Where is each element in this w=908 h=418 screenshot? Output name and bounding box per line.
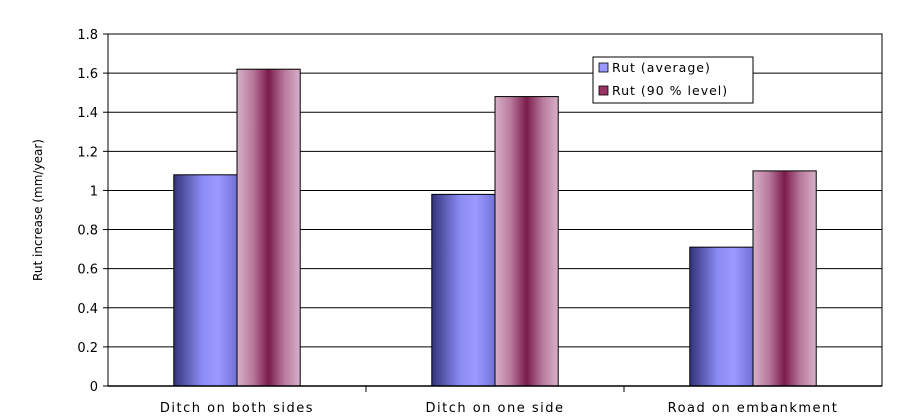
y-tick-label: 1.2 (77, 145, 98, 160)
x-category-label: Ditch on both sides (160, 401, 314, 416)
x-category-label: Ditch on one side (425, 401, 564, 416)
y-tick-labels: 0 0.2 0.4 0.6 0.8 1 1.2 1.4 1.6 1.8 (77, 28, 98, 395)
y-tick-label: 1.4 (77, 106, 98, 121)
category-labels: Ditch on both sides Ditch on one side Road… (160, 401, 839, 416)
bar-rut-90-level (752, 170, 817, 387)
y-tick-label: 0 (90, 380, 98, 395)
axes (103, 33, 882, 392)
legend: Rut (average) Rut (90 % level) (592, 56, 754, 104)
legend-label-90-level: Rut (90 % level) (612, 83, 728, 98)
legend-box (592, 56, 754, 104)
bar-rut-average (689, 246, 754, 387)
y-tick-label: 0.8 (77, 224, 98, 239)
bar-rut-average (173, 174, 238, 387)
y-axis-title: Rut increase (mm/year) (31, 139, 45, 281)
y-tick-label: 1 (90, 184, 98, 199)
bar-rut-90-level (494, 96, 559, 387)
y-tick-label: 0.4 (77, 302, 98, 317)
bars (173, 68, 817, 387)
y-tick-label: 0.6 (77, 263, 98, 278)
y-tick-label: 1.6 (77, 67, 98, 82)
x-category-label: Road on embankment (668, 401, 839, 416)
y-tick-label: 1.8 (77, 28, 98, 43)
bar-rut-average (431, 193, 496, 387)
y-tick-label: 0.2 (77, 341, 98, 356)
legend-label-average: Rut (average) (612, 60, 711, 75)
legend-swatch-average (598, 62, 609, 73)
legend-swatch-90-level (598, 85, 609, 96)
bar-rut-90-level (236, 68, 301, 387)
